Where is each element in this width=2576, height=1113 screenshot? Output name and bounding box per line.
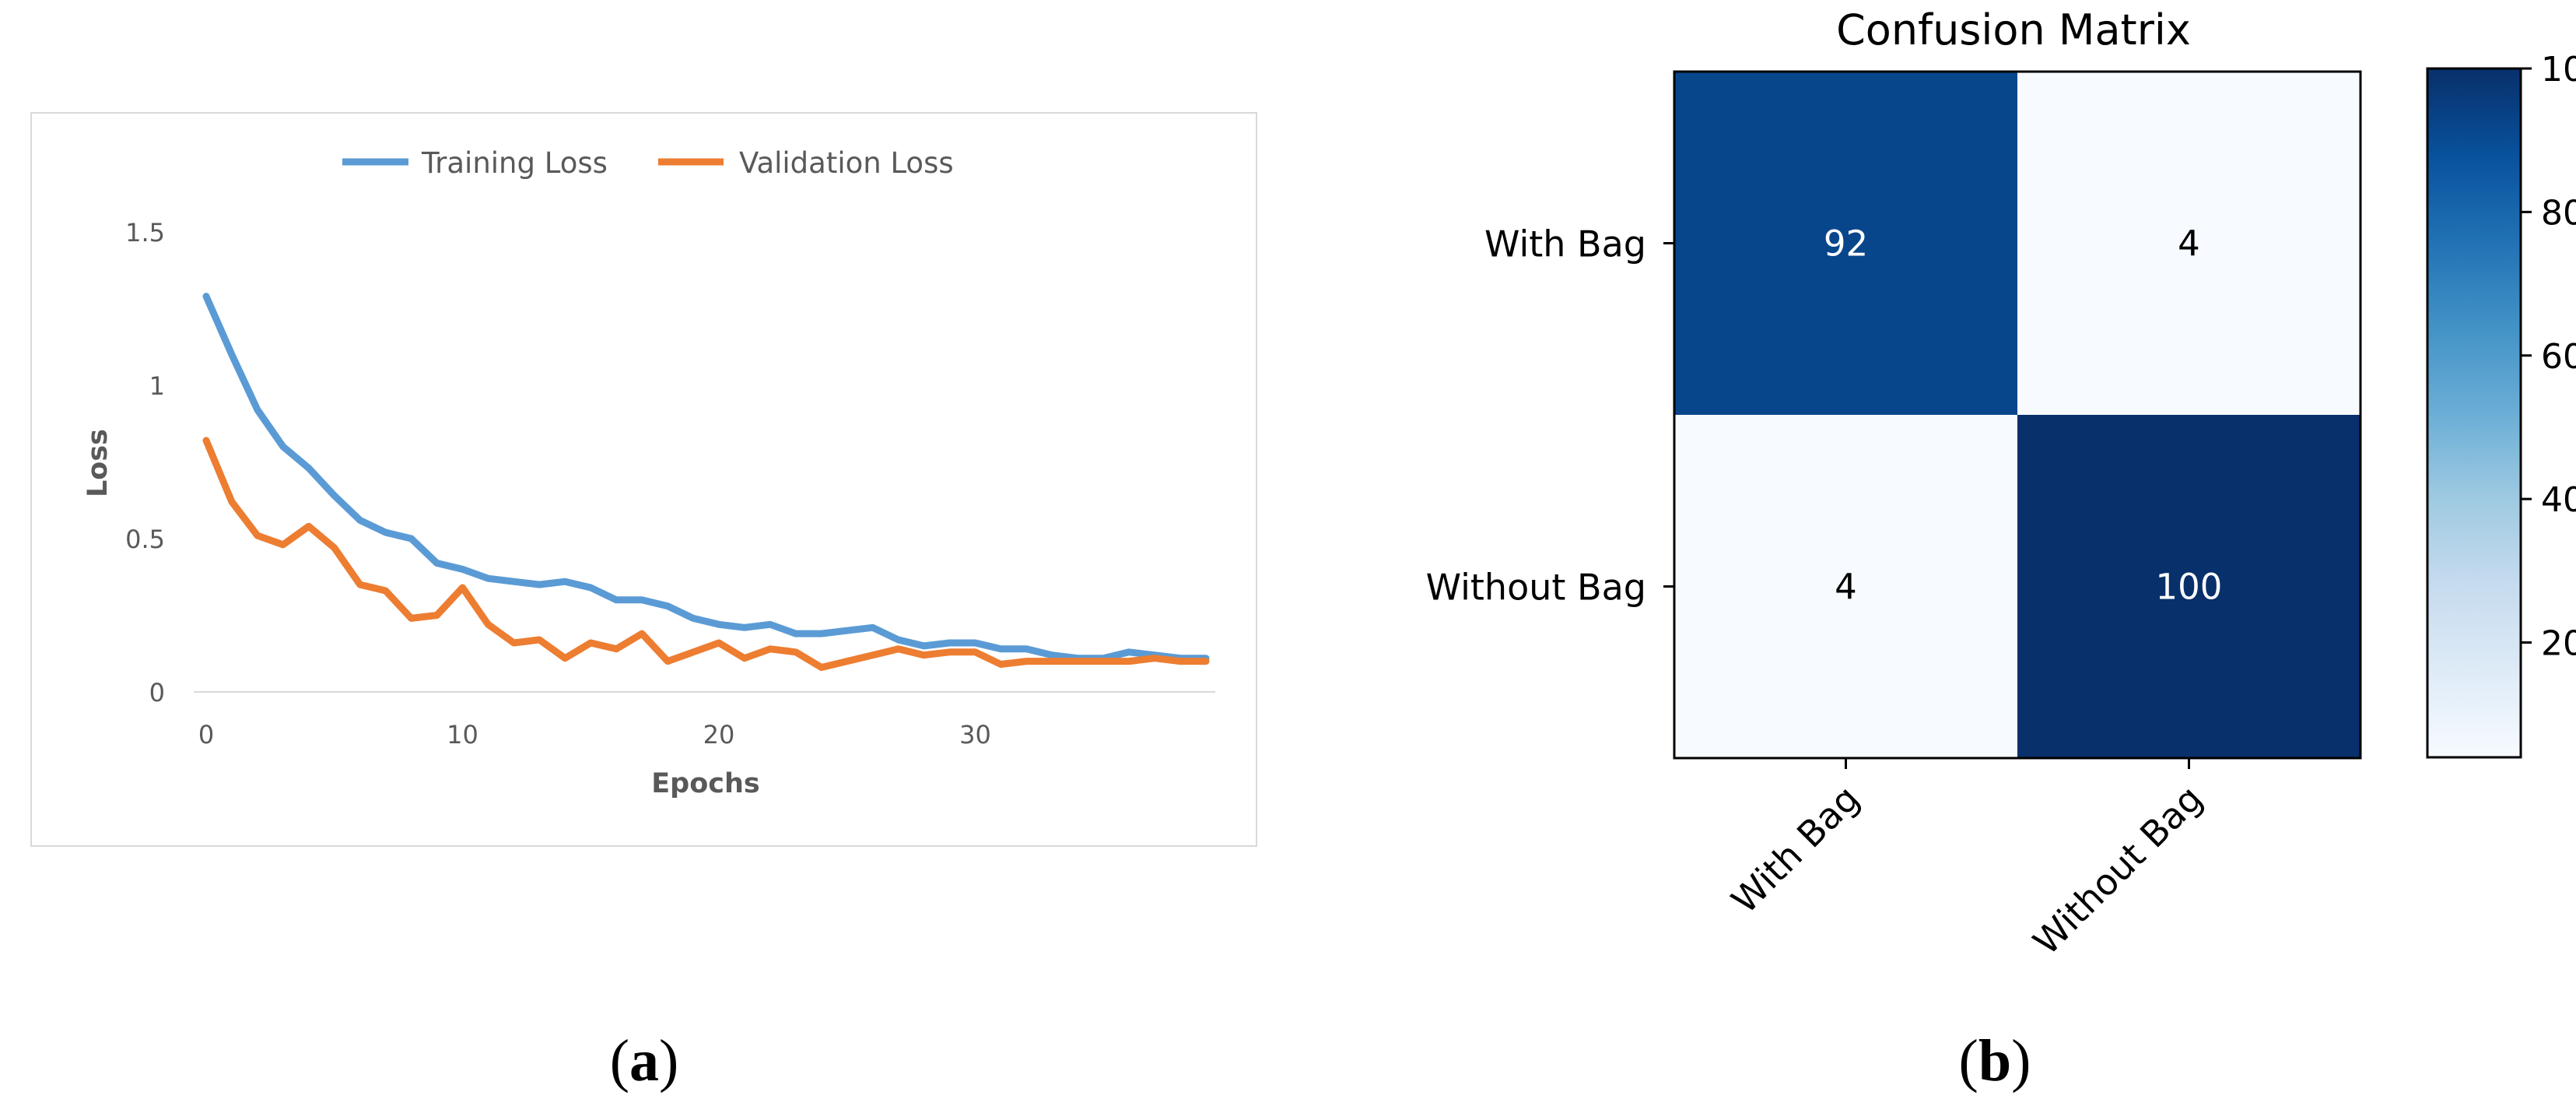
cm-cell-value: 92 xyxy=(1824,223,1868,265)
x-tick-label: 0 xyxy=(198,720,214,750)
x-tick-labels: 0 10 20 30 xyxy=(198,720,991,750)
cm-cell-value: 4 xyxy=(2178,223,2200,265)
panel-letter-a: a xyxy=(629,1028,659,1094)
colorbar-tick-label: 100 xyxy=(2541,50,2576,90)
y-tick-label: 1.5 xyxy=(125,218,165,248)
panel-label-b: (b) xyxy=(1959,1028,2031,1094)
colorbar-ticks: 20 40 60 80 100 xyxy=(2521,50,2576,664)
colorbar-tick-label: 20 xyxy=(2541,624,2576,664)
x-tick-label: 20 xyxy=(703,720,735,750)
training-loss-line xyxy=(202,293,1210,662)
legend-label-validation: Validation Loss xyxy=(739,146,954,180)
x-tick-label: 10 xyxy=(447,720,478,750)
cm-title: Confusion Matrix xyxy=(1836,5,2191,54)
loss-chart-frame xyxy=(30,112,1257,847)
legend-label-training: Training Loss xyxy=(421,146,608,180)
cm-cell-value: 4 xyxy=(1835,567,1857,608)
cm-cell xyxy=(1674,72,2017,415)
loss-chart: Training Loss Validation Loss 0 0.5 1 1.5 0… xyxy=(30,112,1257,847)
validation-loss-line xyxy=(202,437,1210,671)
colorbar xyxy=(2426,67,2522,759)
confusion-matrix-chart: Confusion Matrix 92 4 4 100 With Bag Without… xyxy=(1426,5,2576,963)
cm-cells: 92 4 4 100 xyxy=(1674,72,2360,758)
cm-cell xyxy=(1674,415,2017,758)
y-tick-label: 1 xyxy=(149,371,165,401)
cm-row-label: Without Bag xyxy=(1426,567,1646,609)
loss-series xyxy=(202,293,1210,671)
cm-frame xyxy=(1673,70,2362,760)
y-tick-label: 0 xyxy=(149,678,165,707)
cm-cell xyxy=(2017,415,2360,758)
cm-col-label: With Bag xyxy=(1723,778,1867,922)
y-tick-label: 0.5 xyxy=(125,525,165,554)
panel-letter-b: b xyxy=(1978,1028,2011,1094)
cm-col-labels: With Bag Without Bag xyxy=(1723,758,2210,963)
colorbar-tick-label: 60 xyxy=(2541,337,2576,377)
x-tick-label: 30 xyxy=(959,720,991,750)
y-tick-labels: 0 0.5 1 1.5 xyxy=(125,218,165,707)
loss-legend: Training Loss Validation Loss xyxy=(342,146,954,180)
cm-row-labels: With Bag Without Bag xyxy=(1426,223,1674,609)
y-axis-title: Loss xyxy=(82,429,114,497)
cm-cell-value: 100 xyxy=(2156,567,2223,608)
cm-col-label: Without Bag xyxy=(2025,778,2211,964)
cm-row-label: With Bag xyxy=(1484,223,1646,265)
colorbar-tick-label: 40 xyxy=(2541,480,2576,520)
colorbar-tick-label: 80 xyxy=(2541,193,2576,233)
panel-label-a: (a) xyxy=(610,1028,679,1094)
x-axis-title: Epochs xyxy=(651,768,760,799)
cm-cell xyxy=(2017,72,2360,415)
